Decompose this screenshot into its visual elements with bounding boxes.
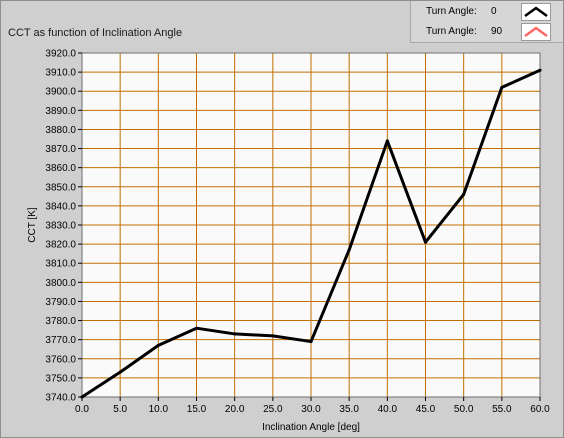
- y-tick-label: 3920.0: [45, 49, 76, 60]
- data-point: [385, 139, 389, 143]
- legend-item-1[interactable]: Turn Angle: 90: [411, 22, 563, 42]
- legend-swatch-red-line-icon[interactable]: [521, 23, 551, 41]
- series-group: [80, 68, 542, 399]
- data-point: [462, 192, 466, 196]
- data-point: [233, 332, 237, 336]
- x-axis-title: Inclination Angle [deg]: [262, 422, 360, 433]
- y-tick-label: 3900.0: [45, 87, 76, 98]
- y-axis-title: CCT [K]: [27, 207, 38, 243]
- x-tick-label: 35.0: [339, 404, 359, 415]
- y-tick-label: 3740.0: [45, 393, 76, 404]
- x-tick-label: 40.0: [378, 404, 398, 415]
- y-tick-label: 3910.0: [45, 68, 76, 79]
- legend-label-1: Turn Angle:: [426, 26, 477, 37]
- data-point: [347, 248, 351, 252]
- data-point: [424, 240, 427, 244]
- data-point: [309, 340, 313, 344]
- x-tick-label: 10.0: [149, 404, 169, 415]
- x-tick-label: 5.0: [113, 404, 127, 415]
- y-tick-label: 3790.0: [45, 297, 76, 308]
- data-point: [118, 370, 122, 374]
- x-tick-label: 25.0: [263, 404, 283, 415]
- data-point: [271, 334, 275, 338]
- y-tick-label: 3780.0: [45, 316, 76, 327]
- legend-swatch-black-line-icon[interactable]: [521, 3, 551, 21]
- y-tick-label: 3800.0: [45, 278, 76, 289]
- x-tick-label: 45.0: [416, 404, 436, 415]
- x-tick-label: 50.0: [454, 404, 474, 415]
- y-tick-label: 3830.0: [45, 221, 76, 232]
- chart-title: CCT as function of Inclination Angle: [8, 27, 183, 39]
- x-tick-label: 55.0: [492, 404, 512, 415]
- y-tick-label: 3890.0: [45, 106, 76, 117]
- x-tick-label: 20.0: [225, 404, 245, 415]
- data-point: [156, 343, 160, 347]
- grid-lines: [81, 52, 541, 398]
- data-point: [80, 395, 84, 399]
- legend-value-0: 0: [491, 6, 497, 17]
- legend-value-1: 90: [491, 26, 503, 37]
- y-tick-label: 3840.0: [45, 201, 76, 212]
- y-axis-ticks: 3740.0 3750.0 3760.0 3770.0 3780.0 3790.0 3800…: [45, 49, 82, 404]
- y-tick-label: 3860.0: [45, 163, 76, 174]
- y-tick-label: 3760.0: [45, 354, 76, 365]
- y-tick-label: 3850.0: [45, 182, 76, 193]
- y-tick-label: 3810.0: [45, 259, 76, 270]
- y-tick-label: 3750.0: [45, 373, 76, 384]
- legend-item-0[interactable]: Turn Angle: 0: [411, 2, 563, 22]
- plot-legend[interactable]: Turn Angle: 0 Turn Angle: 90: [410, 1, 563, 43]
- legend-label-0: Turn Angle:: [426, 6, 477, 17]
- y-tick-label: 3820.0: [45, 240, 76, 251]
- y-tick-label: 3870.0: [45, 144, 76, 155]
- data-point: [195, 326, 198, 330]
- y-tick-label: 3880.0: [45, 125, 76, 136]
- x-axis-ticks: 0.0 5.0 10.0 15.0 20.0 25.0 30.0 35.0 40.0 45.0 50…: [75, 397, 550, 415]
- x-tick-label: 30.0: [301, 404, 321, 415]
- data-point: [500, 85, 504, 89]
- y-tick-label: 3770.0: [45, 335, 76, 346]
- x-tick-label: 15.0: [187, 404, 207, 415]
- data-point: [538, 68, 542, 72]
- x-tick-label: 60.0: [530, 404, 550, 415]
- x-tick-label: 0.0: [75, 404, 89, 415]
